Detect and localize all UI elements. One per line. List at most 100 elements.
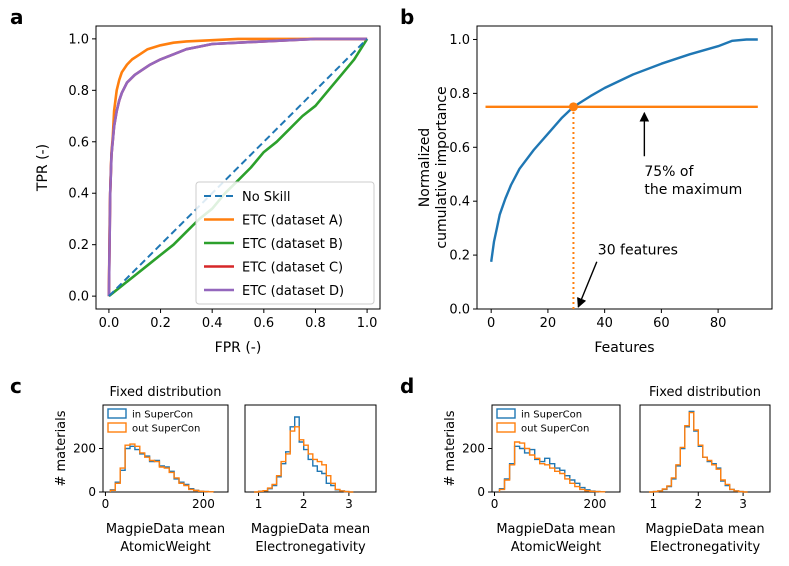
x-axis-label-line2: AtomicWeight xyxy=(120,540,210,555)
x-axis-label-line2: Electronegativity xyxy=(255,540,366,555)
histogram-step-in xyxy=(109,445,214,493)
x-tick-label: 3 xyxy=(739,497,747,511)
histogram-d-atomic-weight: 0 200 0 200 MagpieData mean AtomicWeight # mat… xyxy=(443,404,621,555)
series-line-no-skill xyxy=(108,38,368,297)
y-tick-label: 0.6 xyxy=(68,135,89,150)
x-tick-label: 0 xyxy=(487,316,495,331)
x-axis-label-line2: AtomicWeight xyxy=(511,540,601,555)
roc-chart: 0.0 0.2 0.4 0.6 0.8 1.0 0.0 0.2 0.4 0.6 0.8 1.0 FPR … xyxy=(35,25,381,356)
histogram-step-out xyxy=(498,441,606,493)
x-axis-label: Features xyxy=(594,340,654,356)
panel-letter-b: b xyxy=(400,5,414,29)
legend-entry: ETC (dataset B) xyxy=(242,237,343,252)
y-axis-label: TPR (-) xyxy=(35,144,51,192)
annotation-30: 30 features xyxy=(598,243,678,259)
legend-swatch xyxy=(107,408,127,419)
histogram-c-electronegativity: 1 2 3 MagpieData mean Electronegativity xyxy=(244,404,377,555)
series-line-etc-d xyxy=(107,37,368,297)
histogram-step-out xyxy=(254,426,354,493)
x-tick-label: 60 xyxy=(653,316,670,331)
panel-letter-a: a xyxy=(10,5,24,29)
x-tick-label: 40 xyxy=(596,316,613,331)
legend-entry: in SuperCon xyxy=(521,410,582,421)
legend-swatch xyxy=(496,408,516,419)
x-tick-label: 1 xyxy=(650,497,658,511)
y-axis-label-line2: cumulative importance xyxy=(434,86,450,248)
legend-entry: No Skill xyxy=(242,190,290,205)
plot-frame xyxy=(244,404,377,493)
y-tick-label: 0 xyxy=(477,485,485,499)
legend-entry: out SuperCon xyxy=(521,424,589,435)
legend-entry: ETC (dataset A) xyxy=(242,214,343,229)
cumulative-importance-chart: 0 20 40 60 80 0.0 0.2 0.4 0.6 0.8 1.0 Features Norma… xyxy=(417,25,773,356)
panel-letter-c: c xyxy=(10,374,22,398)
histogram-step-in xyxy=(498,445,606,493)
histogram-d-electronegativity: 1 2 3 MagpieData mean Electronegativity Fixed… xyxy=(639,385,771,555)
x-axis-label-line1: MagpieData mean xyxy=(106,522,225,537)
cumulative-line xyxy=(490,38,758,262)
x-tick-label: 0 xyxy=(491,497,499,511)
x-tick-label: 2 xyxy=(694,497,702,511)
y-tick-label: 1.0 xyxy=(68,32,89,47)
y-tick-label: 1.0 xyxy=(449,33,470,48)
y-axis-label-line1: Normalized xyxy=(417,128,433,207)
plot-frame xyxy=(639,404,771,493)
y-tick-label: 0.2 xyxy=(449,249,470,264)
histogram-title: Fixed distribution xyxy=(110,385,222,400)
x-tick-label: 80 xyxy=(710,316,727,331)
annotation-75-line2: the maximum xyxy=(644,182,742,198)
x-tick-label: 200 xyxy=(192,497,215,511)
x-tick-label: 1.0 xyxy=(357,316,378,331)
y-tick-label: 0.4 xyxy=(449,195,470,210)
histogram-step-in xyxy=(254,416,354,493)
x-tick-label: 0.4 xyxy=(202,316,223,331)
histogram-step-out xyxy=(109,443,214,493)
x-tick-label: 0.2 xyxy=(150,316,171,331)
x-tick-label: 0.6 xyxy=(253,316,274,331)
y-tick-label: 0.6 xyxy=(449,141,470,156)
x-tick-label: 0.0 xyxy=(99,316,120,331)
x-axis-label-line1: MagpieData mean xyxy=(496,522,615,537)
x-axis-label-line1: MagpieData mean xyxy=(645,522,764,537)
legend-box xyxy=(195,181,375,305)
annotation-75-line1: 75% of xyxy=(644,164,694,180)
legend-entry: ETC (dataset D) xyxy=(242,284,344,299)
x-axis-label: FPR (-) xyxy=(215,340,262,356)
y-axis-label: # materials xyxy=(54,410,69,486)
y-tick-label: 0.0 xyxy=(449,303,470,318)
x-tick-label: 20 xyxy=(540,316,557,331)
legend-entry: ETC (dataset C) xyxy=(242,261,343,276)
y-tick-label: 200 xyxy=(462,442,485,456)
histogram-c-atomic-weight: 0 200 0 200 MagpieData mean AtomicWeight # mat… xyxy=(54,385,229,555)
histogram-step-in xyxy=(649,410,748,493)
plot-frame xyxy=(95,25,381,310)
x-tick-label: 0.8 xyxy=(305,316,326,331)
histogram-title: Fixed distribution xyxy=(649,385,761,400)
x-tick-label: 0 xyxy=(102,497,110,511)
y-tick-label: 0 xyxy=(88,485,96,499)
x-tick-label: 2 xyxy=(300,497,308,511)
legend-entry: out SuperCon xyxy=(132,424,200,435)
intersection-marker xyxy=(568,102,578,112)
x-tick-label: 200 xyxy=(583,497,606,511)
series-line-etc-b xyxy=(108,38,369,298)
y-tick-label: 0.8 xyxy=(68,84,89,99)
y-tick-label: 0.4 xyxy=(68,187,89,202)
y-tick-label: 0.2 xyxy=(68,238,89,253)
y-tick-label: 200 xyxy=(73,442,96,456)
legend-swatch xyxy=(107,422,127,433)
x-tick-label: 3 xyxy=(345,497,353,511)
y-tick-label: 0.0 xyxy=(68,290,89,305)
y-axis-label: # materials xyxy=(443,410,458,486)
plot-frame xyxy=(476,25,773,310)
annotation-arrow-30 xyxy=(577,261,598,308)
x-tick-label: 1 xyxy=(255,497,263,511)
panel-letter-d: d xyxy=(400,374,414,398)
y-tick-label: 0.8 xyxy=(449,87,470,102)
x-axis-label-line1: MagpieData mean xyxy=(251,522,370,537)
legend-entry: in SuperCon xyxy=(132,410,193,421)
legend-swatch xyxy=(496,422,516,433)
x-axis-label-line2: Electronegativity xyxy=(650,540,761,555)
histogram-step-out xyxy=(649,411,748,493)
